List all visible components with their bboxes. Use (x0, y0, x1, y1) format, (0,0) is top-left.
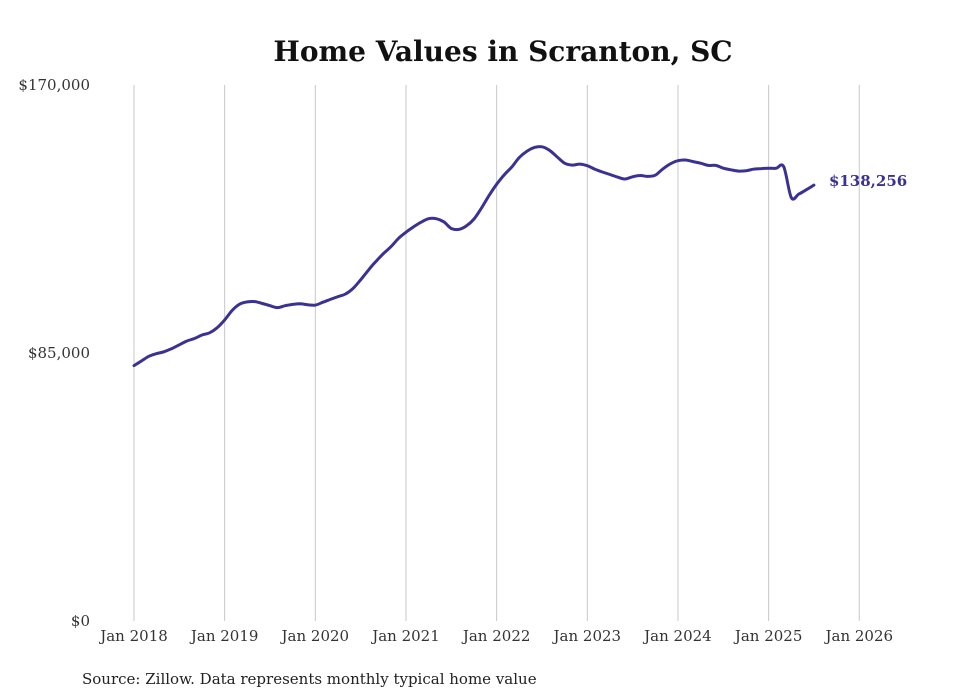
x-tick-label: Jan 2025 (733, 627, 803, 645)
y-axis: $0 $85,000 $170,000 (18, 76, 90, 630)
y-tick-label: $170,000 (18, 76, 90, 94)
x-axis: Jan 2018 Jan 2019 Jan 2020 Jan 2021 Jan 2022… (98, 627, 893, 645)
series-group (132, 145, 816, 368)
x-tick-label: Jan 2019 (189, 627, 259, 645)
x-tick-label: Jan 2024 (642, 627, 712, 645)
end-value-label: $138,256 (829, 172, 907, 190)
y-tick-label: $85,000 (28, 344, 90, 362)
x-tick-label: Jan 2022 (461, 627, 531, 645)
series-line (132, 145, 816, 368)
source-note: Source: Zillow. Data represents monthly … (82, 670, 537, 688)
y-tick-label: $0 (71, 612, 90, 630)
x-tick-label: Jan 2026 (823, 627, 893, 645)
x-tick-label: Jan 2018 (98, 627, 168, 645)
x-tick-label: Jan 2021 (370, 627, 440, 645)
x-tick-label: Jan 2023 (552, 627, 622, 645)
grid-lines (133, 85, 860, 621)
x-tick-label: Jan 2020 (280, 627, 350, 645)
chart-title: Home Values in Scranton, SC (273, 35, 732, 68)
